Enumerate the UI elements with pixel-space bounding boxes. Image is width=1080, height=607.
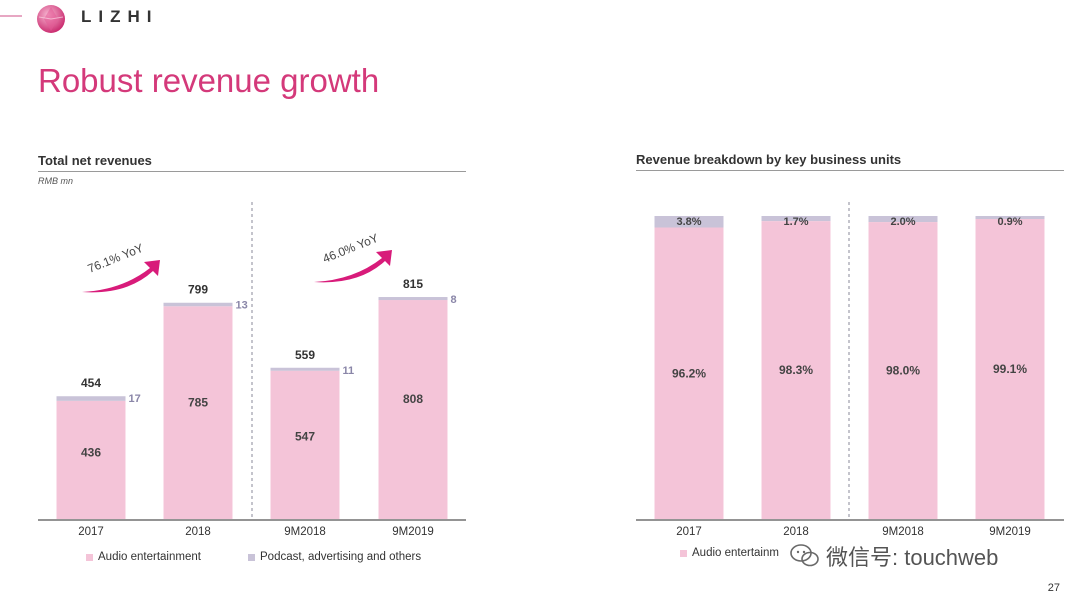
left-legend-podcast: Podcast, advertising and others — [248, 551, 421, 563]
left-section-rule — [38, 171, 466, 172]
right-section-title: Revenue breakdown by key business units — [636, 152, 902, 167]
bar-podcast-9M2018 — [270, 367, 340, 371]
bar-podcast-2017 — [56, 396, 126, 401]
value-audio-2018: 785 — [188, 395, 208, 409]
pct-bar-podcast-9M2019 — [975, 216, 1045, 219]
growth-arrow-1-shape — [82, 260, 160, 293]
pct-bar-audio-2018 — [761, 221, 831, 519]
value-total-9M2019: 815 — [403, 277, 423, 291]
bar-audio-9M2018 — [270, 370, 340, 519]
bar-audio-9M2019 — [378, 300, 448, 519]
pct-value-audio-9M2019: 99.1% — [993, 362, 1027, 376]
unit-label: RMB mn — [38, 176, 74, 186]
tick-label-9M2019: 9M2019 — [392, 526, 434, 538]
legend-label-audio: Audio entertainment — [98, 551, 201, 563]
pct-value-audio-9M2018: 98.0% — [886, 364, 920, 378]
legend-swatch-audio — [86, 553, 93, 561]
pct-tick-label-9M2019: 9M2019 — [989, 526, 1031, 538]
pct-value-podcast-2018: 1.7% — [783, 216, 808, 228]
tick-label-2017: 2017 — [78, 526, 104, 538]
right-section-rule — [636, 170, 1064, 171]
right-legend-audio: Audio entertainm — [680, 547, 779, 559]
bar-podcast-9M2019 — [378, 297, 448, 301]
left-section-title: Total net revenues — [38, 153, 152, 168]
legend-label-podcast: Podcast, advertising and others — [260, 551, 422, 563]
pct-tick-label-2018: 2018 — [783, 526, 809, 538]
pct-bar-audio-2017 — [654, 227, 724, 519]
left-legend-audio: Audio entertainment — [86, 551, 201, 563]
page-number: 27 — [1047, 582, 1060, 594]
growth-arrow-2-shape — [314, 250, 392, 283]
watermark-text: 微信号: touchweb — [826, 545, 999, 570]
pct-value-audio-2018: 98.3% — [779, 363, 813, 377]
value-total-2018: 799 — [188, 283, 208, 297]
brand-name: LIZHI — [81, 7, 159, 26]
value-audio-2017: 436 — [81, 445, 101, 459]
legend-label-audio-right: Audio entertainm — [692, 547, 779, 559]
bar-audio-2017 — [56, 400, 126, 519]
value-total-2017: 454 — [81, 376, 101, 390]
bar-audio-2018 — [163, 306, 233, 519]
legend-swatch-audio-right — [680, 549, 687, 557]
pct-bar-podcast-9M2018 — [868, 216, 938, 223]
legend-swatch-podcast — [248, 553, 255, 561]
value-podcast-2017: 17 — [129, 393, 141, 405]
bar-podcast-2018 — [163, 302, 233, 307]
wechat-icon — [790, 544, 819, 567]
watermark: 微信号: touchweb — [790, 540, 998, 572]
pct-value-audio-2017: 96.2% — [672, 366, 706, 380]
tick-label-2018: 2018 — [185, 526, 211, 538]
pct-bar-audio-9M2018 — [868, 222, 938, 519]
value-podcast-9M2019: 8 — [451, 294, 457, 306]
pct-value-podcast-9M2019: 0.9% — [997, 216, 1022, 228]
pct-value-podcast-9M2018: 2.0% — [890, 216, 915, 228]
value-audio-9M2019: 808 — [403, 392, 423, 406]
pct-tick-label-2017: 2017 — [676, 526, 702, 538]
growth-arrow-2 — [314, 250, 392, 283]
pct-bar-podcast-2017 — [654, 216, 724, 228]
pct-bar-audio-9M2019 — [975, 219, 1045, 519]
pct-value-podcast-2017: 3.8% — [676, 216, 701, 228]
top-accent-line — [0, 15, 22, 17]
page-title: Robust revenue growth — [38, 62, 380, 99]
pct-tick-label-9M2018: 9M2018 — [882, 526, 924, 538]
value-total-9M2018: 559 — [295, 348, 315, 362]
value-audio-9M2018: 547 — [295, 429, 315, 443]
growth-arrow-1 — [82, 260, 160, 293]
value-podcast-2018: 13 — [236, 300, 248, 312]
lizhi-logo-icon — [37, 5, 65, 33]
value-podcast-9M2018: 11 — [343, 365, 355, 377]
pct-bar-podcast-2018 — [761, 216, 831, 222]
tick-label-9M2018: 9M2018 — [284, 526, 326, 538]
